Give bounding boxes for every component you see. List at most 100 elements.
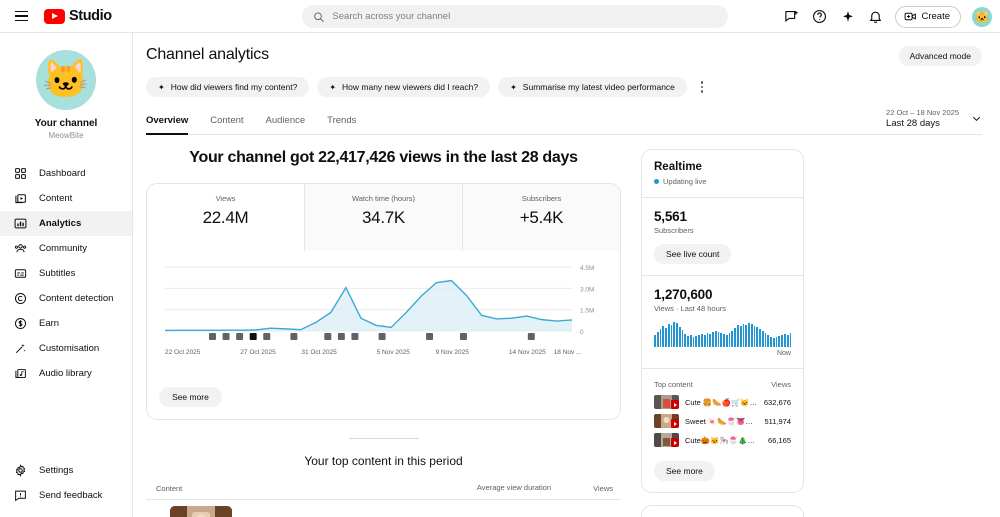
tab-audience[interactable]: Audience <box>265 115 306 126</box>
views-chart[interactable]: 0 1.5M 3.0M 4.5M 22 Oct 2025 27 Oct 2025 31 O… <box>147 251 620 377</box>
list-item-title: Cute🎃🐱🎠🍧🎄🎋🐱… <box>685 435 762 445</box>
sidebar-item-label: Customisation <box>39 343 100 354</box>
subscribers-value: 5,561 <box>654 209 687 224</box>
sparkle-icon[interactable] <box>839 8 856 25</box>
realtime-views-value: 1,270,600 <box>654 287 713 302</box>
chip-label: How did viewers find my content? <box>170 82 298 92</box>
sidebar-item-earn[interactable]: Earn <box>0 311 132 336</box>
realtime-bar <box>656 332 659 347</box>
realtime-bar <box>723 334 725 347</box>
realtime-bar <box>709 334 712 347</box>
analytics-icon <box>13 216 28 231</box>
realtime-bar <box>739 326 742 347</box>
table-row[interactable]: 1 Sweet 🍬🌭🍧👅🖌️🔍 <box>146 500 621 517</box>
list-item[interactable]: Cute 🍔🌭🍎🛒🐱 … 632,676 <box>654 395 791 409</box>
sidebar-item-customisation[interactable]: Customisation <box>0 336 132 361</box>
column-header-avd: Average view duration <box>476 483 551 492</box>
realtime-bar <box>750 324 753 347</box>
list-item-thumbnail <box>654 395 679 409</box>
divider <box>642 275 803 276</box>
list-item-views: 511,974 <box>764 416 791 426</box>
realtime-bar <box>712 332 714 347</box>
realtime-subscribers: 5,561 Subscribers See live count <box>642 198 803 275</box>
realtime-bar <box>736 325 739 347</box>
realtime-bar <box>772 338 775 347</box>
advanced-mode-button[interactable]: Advanced mode <box>898 46 982 66</box>
help-icon[interactable] <box>811 8 828 25</box>
search-bar[interactable] <box>302 5 728 28</box>
date-range-dates: 22 Oct – 18 Nov 2025 <box>886 108 959 117</box>
date-range-label: Last 28 days <box>886 118 940 129</box>
metric-watch-time[interactable]: Watch time (hours) 34.7K <box>305 184 463 251</box>
svg-text:27 Oct 2025: 27 Oct 2025 <box>240 349 276 356</box>
sidebar-item-community[interactable]: Community <box>0 236 132 261</box>
list-item[interactable]: Cute🎃🐱🎠🍧🎄🎋🐱… 66,165 <box>654 433 791 447</box>
chip-how-did-viewers-find[interactable]: ✦ How did viewers find my content? <box>146 77 310 97</box>
sidebar-item-audio-library[interactable]: Audio library <box>0 361 132 386</box>
realtime-views: 1,270,600 Views · Last 48 hours Now <box>642 276 803 368</box>
tab-trends[interactable]: Trends <box>327 115 357 126</box>
sidebar-item-content-detection[interactable]: Content detection <box>0 286 132 311</box>
svg-text:31 Oct 2025: 31 Oct 2025 <box>301 349 337 356</box>
chip-new-viewers-reach[interactable]: ✦ How many new viewers did I reach? <box>317 77 491 97</box>
more-options-icon[interactable] <box>695 77 709 96</box>
realtime-bar <box>698 335 701 347</box>
chip-label: Summarise my latest video performance <box>522 82 675 92</box>
page-title: Channel analytics <box>146 46 269 63</box>
svg-text:18 Nov ...: 18 Nov ... <box>554 349 582 356</box>
list-item-title: Sweet 🍬🌭🍧👅🖌️… <box>685 416 759 426</box>
tab-content[interactable]: Content <box>210 115 244 126</box>
realtime-bar <box>781 335 783 347</box>
see-more-button[interactable]: See more <box>159 387 222 407</box>
studio-logo[interactable]: Studio <box>44 8 112 24</box>
date-range-selector[interactable]: 22 Oct – 18 Nov 2025 Last 28 days <box>886 108 982 134</box>
chip-summarise-performance[interactable]: ✦ Summarise my latest video performance <box>498 77 687 97</box>
realtime-bar <box>759 329 761 347</box>
realtime-see-more-button[interactable]: See more <box>654 461 715 481</box>
see-live-count-button[interactable]: See live count <box>654 244 732 264</box>
sidebar-item-analytics[interactable]: Analytics <box>0 211 132 236</box>
realtime-bar <box>714 331 717 347</box>
realtime-bar <box>678 327 681 347</box>
list-item-views: 66,165 <box>768 435 791 445</box>
divider <box>642 368 803 369</box>
sidebar-nav: Dashboard Content <box>0 161 132 386</box>
tab-overview[interactable]: Overview <box>146 115 189 135</box>
sidebar-item-content[interactable]: Content <box>0 186 132 211</box>
realtime-bar <box>684 334 687 347</box>
top-bar-actions: Create 🐱 <box>783 0 992 33</box>
video-camera-icon <box>905 12 917 21</box>
sidebar-item-settings[interactable]: Settings <box>0 458 132 483</box>
svg-text:3.0M: 3.0M <box>580 286 594 293</box>
search-input[interactable] <box>332 11 717 22</box>
sidebar-item-label: Content <box>39 193 73 204</box>
feedback-icon[interactable] <box>783 8 800 25</box>
realtime-bar <box>673 322 676 347</box>
svg-text:5 Nov 2025: 5 Nov 2025 <box>377 349 411 356</box>
metric-views[interactable]: Views 22.4M <box>147 184 305 251</box>
channel-box[interactable]: 🐱 Your channel MeowBite <box>0 33 132 153</box>
avatar[interactable]: 🐱 <box>972 6 992 27</box>
metric-subscribers[interactable]: Subscribers +5.4K <box>463 184 620 251</box>
channel-label: Your channel <box>34 118 98 129</box>
realtime-bar <box>783 334 786 347</box>
gear-icon <box>13 463 28 478</box>
now-label: Now <box>776 350 791 357</box>
sidebar-item-subtitles[interactable]: Subtitles <box>0 261 132 286</box>
create-button[interactable]: Create <box>895 5 961 28</box>
audio-library-icon <box>13 366 28 381</box>
metric-value: 34.7K <box>362 208 405 227</box>
sidebar: 🐱 Your channel MeowBite Dashboard <box>0 33 133 517</box>
realtime-bar <box>728 333 731 347</box>
wand-icon <box>13 341 28 356</box>
sidebar-item-send-feedback[interactable]: Send feedback <box>0 483 132 508</box>
list-item[interactable]: Sweet 🍬🌭🍧👅🖌️… 511,974 <box>654 414 791 428</box>
realtime-bar-chart <box>654 322 792 347</box>
overview-card: Views 22.4M Watch time (hours) 34.7K Sub… <box>146 183 621 420</box>
dashboard-icon <box>13 166 28 181</box>
bell-icon[interactable] <box>867 8 884 25</box>
sparkle-icon: ✦ <box>510 82 517 92</box>
sidebar-item-dashboard[interactable]: Dashboard <box>0 161 132 186</box>
metric-label: Subscribers <box>521 194 562 203</box>
hamburger-icon[interactable] <box>8 3 34 29</box>
